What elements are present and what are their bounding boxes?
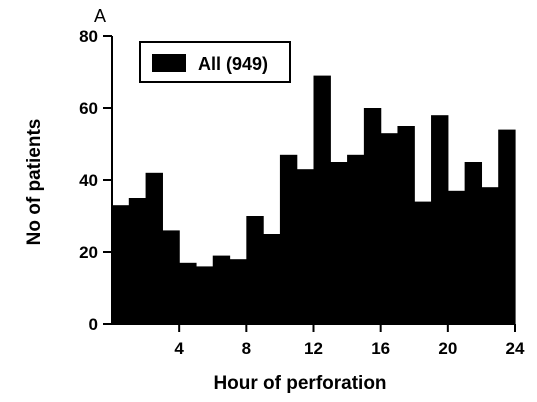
bar-hour-13: [313, 75, 331, 324]
y-tick-label: 20: [79, 243, 98, 262]
y-tick-label: 0: [89, 315, 98, 334]
x-axis-label: Hour of perforation: [213, 373, 386, 394]
bar-hour-21: [447, 190, 466, 324]
bar-hour-20: [431, 115, 449, 324]
bar-hour-9: [246, 216, 264, 324]
x-tick-label: 8: [242, 339, 251, 358]
y-axis-ticks: 0 20 40 60 80: [79, 27, 112, 334]
bar-hour-14: [330, 162, 348, 324]
bar-hour-17: [380, 133, 399, 324]
x-tick-label: 20: [438, 339, 457, 358]
bar-hour-23: [481, 187, 499, 324]
legend: All (949): [139, 41, 291, 83]
bar-hour-18: [397, 126, 415, 324]
bar-hour-2: [128, 198, 147, 324]
bar-hour-10: [263, 234, 281, 324]
panel-label: A: [94, 6, 106, 26]
y-tick-label: 40: [79, 171, 98, 190]
bar-hour-4: [162, 230, 180, 324]
bar-hour-11: [279, 154, 298, 324]
y-tick-label: 60: [79, 99, 98, 118]
bar-hour-12: [296, 169, 315, 324]
bar-hour-22: [464, 162, 483, 324]
bar-hour-19: [414, 201, 432, 324]
x-tick-label: 4: [174, 339, 184, 358]
bar-hour-1: [112, 205, 130, 324]
bar-hour-16: [363, 108, 382, 324]
y-axis-label: No of patients: [24, 119, 45, 246]
y-tick-label: 80: [79, 27, 98, 46]
bar-hour-8: [229, 259, 247, 324]
bar-hour-7: [212, 255, 231, 324]
legend-label: All (949): [198, 54, 268, 74]
bar-series: [112, 75, 516, 324]
x-tick-label: 12: [304, 339, 323, 358]
bar-hour-3: [145, 172, 163, 324]
x-tick-label: 16: [371, 339, 390, 358]
legend-swatch: [152, 54, 186, 72]
bar-hour-15: [347, 154, 365, 324]
bar-hour-24: [498, 129, 516, 324]
x-tick-label: 24: [506, 339, 525, 358]
x-axis-ticks: 4 8 12 16 20 24: [174, 324, 525, 358]
bar-hour-6: [195, 266, 214, 324]
bar-hour-5: [179, 262, 197, 324]
